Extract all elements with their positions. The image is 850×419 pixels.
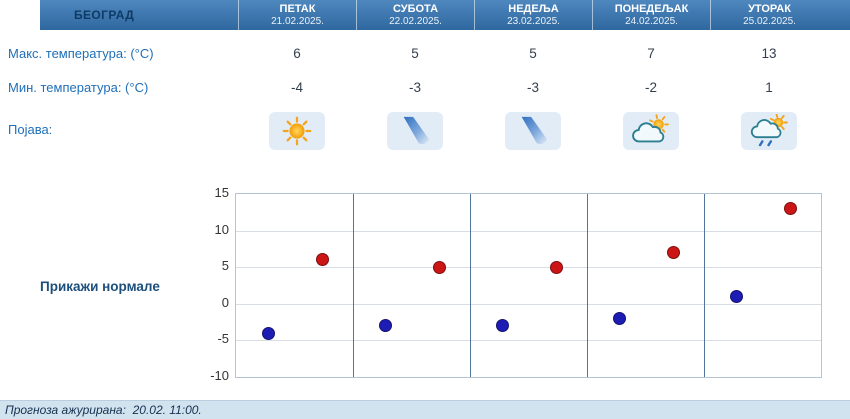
day-name: СУБОТА — [392, 2, 439, 15]
forecast-header-bar: БЕОГРАД ПЕТАК 21.02.2025. СУБОТА 22.02.2… — [40, 0, 850, 30]
max-temp-value: 7 — [647, 46, 655, 61]
max-temp-label: Макс. температура: (°C) — [8, 46, 154, 61]
min-temp-value: -3 — [526, 80, 539, 95]
max-temp-value: 5 — [411, 46, 419, 61]
min-temp-dot — [379, 319, 393, 333]
city-name: БЕОГРАД — [74, 8, 135, 22]
sun-icon — [269, 112, 325, 150]
y-axis-tick-label: -5 — [217, 331, 229, 347]
temperature-chart — [235, 193, 822, 378]
day-date: 24.02.2025. — [625, 15, 678, 27]
rain-sun-cloud-icon — [741, 112, 797, 150]
max-temp-value: 5 — [529, 46, 537, 61]
header-day-cell: ПОНЕДЕЉАК 24.02.2025. — [592, 0, 710, 30]
min-temp-value: -4 — [290, 80, 303, 95]
min-temp-label: Мин. температура: (°C) — [8, 80, 149, 95]
gridline — [236, 340, 821, 342]
y-axis-tick-label: 0 — [221, 294, 229, 310]
y-axis-tick-label: 5 — [221, 258, 229, 274]
max-temp-dot — [667, 246, 681, 260]
min-temp-dot — [496, 319, 510, 333]
clearing-icon — [387, 112, 443, 150]
min-temp-value: 1 — [765, 80, 773, 95]
gridline — [236, 303, 821, 305]
footer-bar: Прогноза ажурирана: 20.02. 11:00. — [0, 400, 850, 419]
max-temp-value: 6 — [293, 46, 301, 61]
day-name: НЕДЕЉА — [508, 2, 559, 15]
header-day-cell: НЕДЕЉА 23.02.2025. — [474, 0, 592, 30]
max-temp-dot — [550, 260, 564, 274]
day-name: УТОРАК — [748, 2, 791, 15]
day-date: 21.02.2025. — [271, 15, 324, 27]
min-temp-dot — [730, 289, 744, 303]
day-date: 23.02.2025. — [507, 15, 560, 27]
min-temp-dot — [262, 326, 276, 340]
sun-cloud-icon — [623, 112, 679, 150]
header-day-cell: УТОРАК 25.02.2025. — [710, 0, 828, 30]
y-axis-tick-label: 15 — [214, 185, 229, 200]
day-separator-line — [704, 194, 705, 377]
gridline — [236, 267, 821, 269]
day-name: ПОНЕДЕЉАК — [614, 2, 689, 15]
min-temp-dot — [613, 311, 627, 325]
max-temp-dot — [316, 253, 330, 267]
max-temp-dot — [433, 260, 447, 274]
phenomena-label: Појава: — [8, 122, 53, 137]
max-temp-dot — [784, 202, 798, 216]
day-separator-line — [353, 194, 354, 377]
chart-region: 15 10 5 0 -5 -10 — [197, 185, 825, 383]
min-temp-value: -2 — [644, 80, 657, 95]
day-name: ПЕТАК — [279, 2, 316, 15]
header-day-cell: СУБОТА 22.02.2025. — [356, 0, 474, 30]
clearing-icon — [505, 112, 561, 150]
y-axis-tick-label: -10 — [210, 368, 229, 383]
day-date: 22.02.2025. — [389, 15, 442, 27]
day-date: 25.02.2025. — [743, 15, 796, 27]
day-separator-line — [470, 194, 471, 377]
show-normals-link[interactable]: Прикажи нормале — [40, 279, 160, 294]
forecast-updated-text: Прогноза ажурирана: 20.02. 11:00. — [5, 403, 202, 417]
day-separator-line — [587, 194, 588, 377]
max-temp-value: 13 — [761, 46, 777, 61]
header-day-cell: ПЕТАК 21.02.2025. — [238, 0, 356, 30]
gridline — [236, 230, 821, 232]
min-temp-value: -3 — [408, 80, 421, 95]
y-axis-tick-label: 10 — [214, 221, 229, 237]
